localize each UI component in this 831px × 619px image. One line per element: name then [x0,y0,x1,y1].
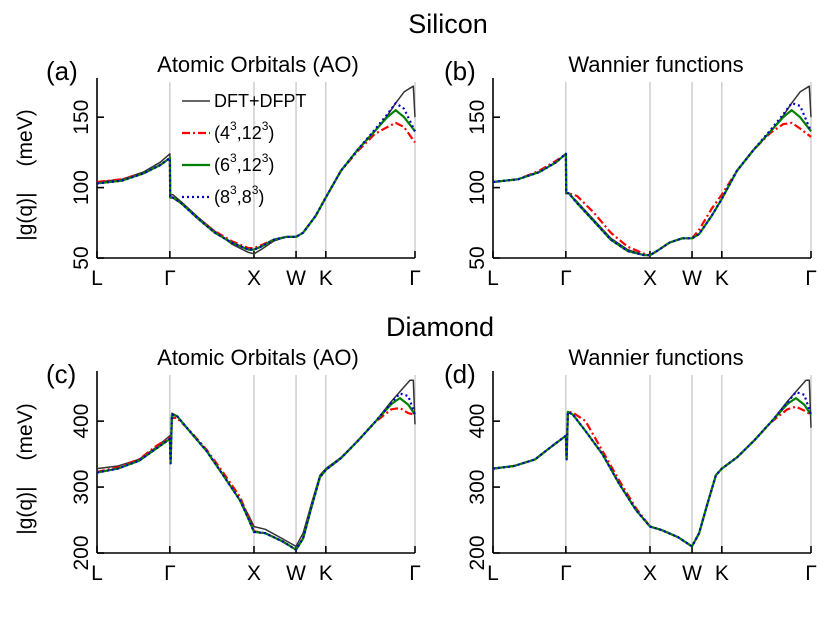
x-tick-label: Γ [409,562,421,585]
chart-panel-0: (a) Atomic Orbitals (AO) L Γ X W K Γ 50 100 150 |g(… [14,52,421,290]
panel-title: Atomic Orbitals (AO) [157,52,359,77]
x-tick-label: K [319,267,333,290]
x-tick-label: X [643,562,657,585]
section-title-diamond: Diamond [386,312,494,342]
legend-label-1: (43,123) [214,119,274,143]
x-tick-label: K [715,562,729,585]
y-tick-label: 50 [70,246,93,269]
panel-title: Wannier functions [568,52,743,77]
chart-panel-1: (b) Wannier functions L Γ X W K Γ 50 100 150 [444,52,817,290]
x-tick-label: L [487,562,499,585]
x-tick-label: W [286,267,306,290]
y-tick-label: 200 [70,535,93,570]
panel-label: (d) [444,359,476,389]
x-tick-label: Γ [805,267,817,290]
y-tick-label: 100 [70,170,93,205]
x-tick-label: L [91,562,103,585]
series-line-3 [96,102,416,251]
y-tick-label: 50 [466,246,489,269]
x-tick-label: K [319,562,333,585]
panel-title: Wannier functions [568,345,743,370]
x-tick-label: L [487,267,499,290]
y-tick-label: 400 [70,404,93,439]
series-line-0 [492,379,812,548]
panel-label: (a) [46,56,78,86]
y-tick-label: 300 [466,470,489,505]
legend: DFT+DFPT (43,123) (63,123) (83,83) [182,91,307,207]
chart-panel-2: (c) Atomic Orbitals (AO) L Γ X W K Γ 200 300 400 |g… [14,345,421,585]
panel-label: (c) [46,359,76,389]
y-tick-label: 150 [466,100,489,135]
y-tick-label: 100 [466,170,489,205]
x-tick-label: Γ [560,562,572,585]
series-line-3 [492,391,813,548]
x-tick-label: X [643,267,657,290]
x-tick-label: W [286,562,306,585]
series-line-3 [96,392,417,551]
series-line-1 [492,121,812,257]
x-tick-label: W [682,562,702,585]
series-line-2 [492,397,812,548]
x-tick-label: X [247,267,261,290]
y-tick-label: 200 [466,535,489,570]
x-tick-label: X [247,562,261,585]
y-axis-label: |g(q)|(meV) [14,109,37,240]
x-tick-label: Γ [164,562,176,585]
x-tick-label: W [682,267,702,290]
x-tick-label: Γ [409,267,421,290]
legend-label-2: (63,123) [214,151,274,175]
x-tick-label: Γ [805,562,817,585]
panel-title: Atomic Orbitals (AO) [157,345,359,370]
x-tick-label: K [715,267,729,290]
y-axis-label: |g(q)|(meV) [14,403,37,534]
series-line-1 [492,405,812,548]
section-title-silicon: Silicon [408,9,488,39]
series-line-3 [492,102,813,257]
x-tick-label: Γ [560,267,572,290]
y-tick-label: 400 [466,404,489,439]
y-tick-label: 300 [70,470,93,505]
series-line-2 [492,109,812,257]
x-tick-label: Γ [164,267,176,290]
panel-label: (b) [444,56,476,86]
legend-label-3: (83,83) [214,183,264,207]
legend-label-0: DFT+DFPT [214,91,307,111]
y-tick-label: 150 [70,100,93,135]
series-line-0 [96,379,416,548]
x-tick-label: L [91,267,103,290]
chart-panel-3: (d) Wannier functions L Γ X W K Γ 200 300 400 [444,345,817,585]
